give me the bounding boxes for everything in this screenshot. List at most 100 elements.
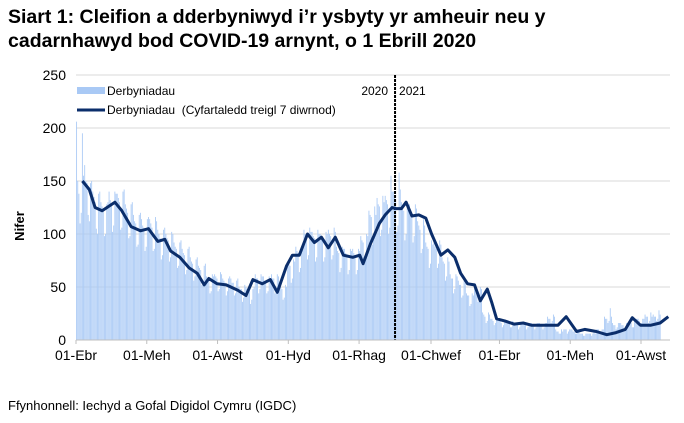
- bar-daily-admissions: [338, 253, 340, 340]
- bar-daily-admissions: [280, 287, 282, 340]
- bar-daily-admissions: [224, 282, 226, 340]
- y-tick-label: 200: [43, 120, 67, 136]
- bar-daily-admissions: [586, 333, 588, 340]
- bar-daily-admissions: [445, 280, 446, 340]
- bar-daily-admissions: [311, 231, 313, 340]
- bar-daily-admissions: [86, 183, 88, 340]
- bar-daily-admissions: [171, 231, 173, 340]
- bar-daily-admissions: [624, 327, 626, 340]
- bar-daily-admissions: [521, 323, 523, 340]
- bar-daily-admissions: [342, 248, 344, 340]
- bar-daily-admissions: [457, 280, 459, 340]
- bar-daily-admissions: [621, 325, 623, 340]
- bar-daily-admissions: [345, 253, 347, 340]
- bar-daily-admissions: [346, 255, 348, 340]
- bar-daily-admissions: [97, 234, 98, 340]
- bar-daily-admissions: [99, 191, 101, 340]
- bar-daily-admissions: [418, 225, 420, 340]
- bar-daily-admissions: [319, 234, 321, 340]
- bar-daily-admissions: [293, 259, 294, 340]
- bar-daily-admissions: [313, 238, 315, 340]
- y-tick-label: 150: [43, 173, 67, 189]
- bar-daily-admissions: [249, 291, 250, 340]
- bar-daily-admissions: [594, 333, 596, 340]
- bar-daily-admissions: [317, 229, 319, 340]
- bar-daily-admissions: [498, 320, 500, 340]
- bar-daily-admissions: [182, 253, 184, 340]
- bar-daily-admissions: [656, 320, 658, 340]
- bar-daily-admissions: [305, 236, 307, 340]
- bar-daily-admissions: [174, 246, 176, 340]
- bar-daily-admissions: [550, 323, 552, 340]
- bar-daily-admissions: [144, 250, 146, 340]
- bar-daily-admissions: [107, 202, 109, 340]
- bar-daily-admissions: [385, 200, 387, 340]
- x-tick-label: 01-Meh: [546, 347, 593, 363]
- bar-daily-admissions: [156, 221, 158, 340]
- bar-daily-admissions: [204, 263, 206, 340]
- bar-daily-admissions: [207, 278, 209, 340]
- bar-daily-admissions: [309, 227, 311, 340]
- bar-daily-admissions: [539, 323, 540, 340]
- bar-daily-admissions: [221, 274, 223, 340]
- bar-daily-admissions: [610, 316, 612, 340]
- bar-daily-admissions: [378, 206, 380, 340]
- bar-daily-admissions: [358, 248, 359, 340]
- bar-daily-admissions: [255, 278, 257, 340]
- bar-daily-admissions: [605, 318, 607, 340]
- bar-daily-admissions: [282, 299, 284, 340]
- bar-daily-admissions: [591, 335, 593, 340]
- bar-daily-admissions: [400, 202, 402, 340]
- bar-daily-admissions: [318, 234, 320, 340]
- bar-daily-admissions: [425, 242, 427, 340]
- bar-daily-admissions: [112, 231, 113, 340]
- bar-daily-admissions: [302, 248, 304, 340]
- x-tick-label: 01-Rhag: [332, 347, 386, 363]
- bar-daily-admissions: [218, 289, 220, 340]
- bar-daily-admissions: [623, 329, 625, 340]
- bar-daily-admissions: [172, 234, 174, 340]
- bar-daily-admissions: [572, 331, 574, 340]
- bar-daily-admissions: [420, 253, 422, 340]
- bar-daily-admissions: [170, 257, 171, 340]
- bar-daily-admissions: [507, 323, 509, 340]
- bar-daily-admissions: [464, 282, 466, 340]
- bar-daily-admissions: [115, 193, 117, 340]
- bar-daily-admissions: [631, 327, 633, 340]
- bar-daily-admissions: [434, 246, 436, 340]
- bar-daily-admissions: [402, 208, 404, 340]
- bar-daily-admissions: [467, 295, 468, 340]
- bars: [76, 121, 661, 340]
- bar-daily-admissions: [78, 193, 80, 340]
- bar-daily-admissions: [471, 293, 473, 340]
- bar-daily-admissions: [153, 248, 155, 340]
- bar-daily-admissions: [254, 274, 256, 340]
- bar-daily-admissions: [340, 267, 342, 340]
- bar-daily-admissions: [543, 327, 545, 340]
- bar-daily-admissions: [653, 316, 655, 340]
- bar-daily-admissions: [403, 210, 405, 340]
- x-tick-label: 01-Chwef: [401, 347, 461, 363]
- bar-daily-admissions: [100, 202, 102, 340]
- bar-daily-admissions: [470, 303, 472, 340]
- bar-daily-admissions: [639, 325, 641, 340]
- bar-daily-admissions: [500, 323, 502, 340]
- bar-daily-admissions: [189, 257, 191, 340]
- bar-daily-admissions: [322, 240, 323, 340]
- bar-daily-admissions: [638, 320, 640, 340]
- bar-daily-admissions: [203, 265, 205, 340]
- bar-daily-admissions: [447, 257, 449, 340]
- bar-daily-admissions: [588, 333, 590, 340]
- chart-title: Siart 1: Cleifion a dderbyniwyd i’r ysby…: [8, 5, 684, 53]
- bar-daily-admissions: [134, 221, 136, 340]
- bar-daily-admissions: [446, 276, 448, 340]
- bar-daily-admissions: [284, 284, 286, 340]
- bar-daily-admissions: [651, 316, 653, 340]
- bar-daily-admissions: [230, 278, 232, 340]
- bar-daily-admissions: [90, 183, 91, 340]
- bar-daily-admissions: [185, 274, 187, 340]
- bar-daily-admissions: [456, 276, 458, 340]
- bar-daily-admissions: [406, 202, 408, 340]
- bar-daily-admissions: [228, 278, 229, 340]
- bar-daily-admissions: [354, 255, 356, 340]
